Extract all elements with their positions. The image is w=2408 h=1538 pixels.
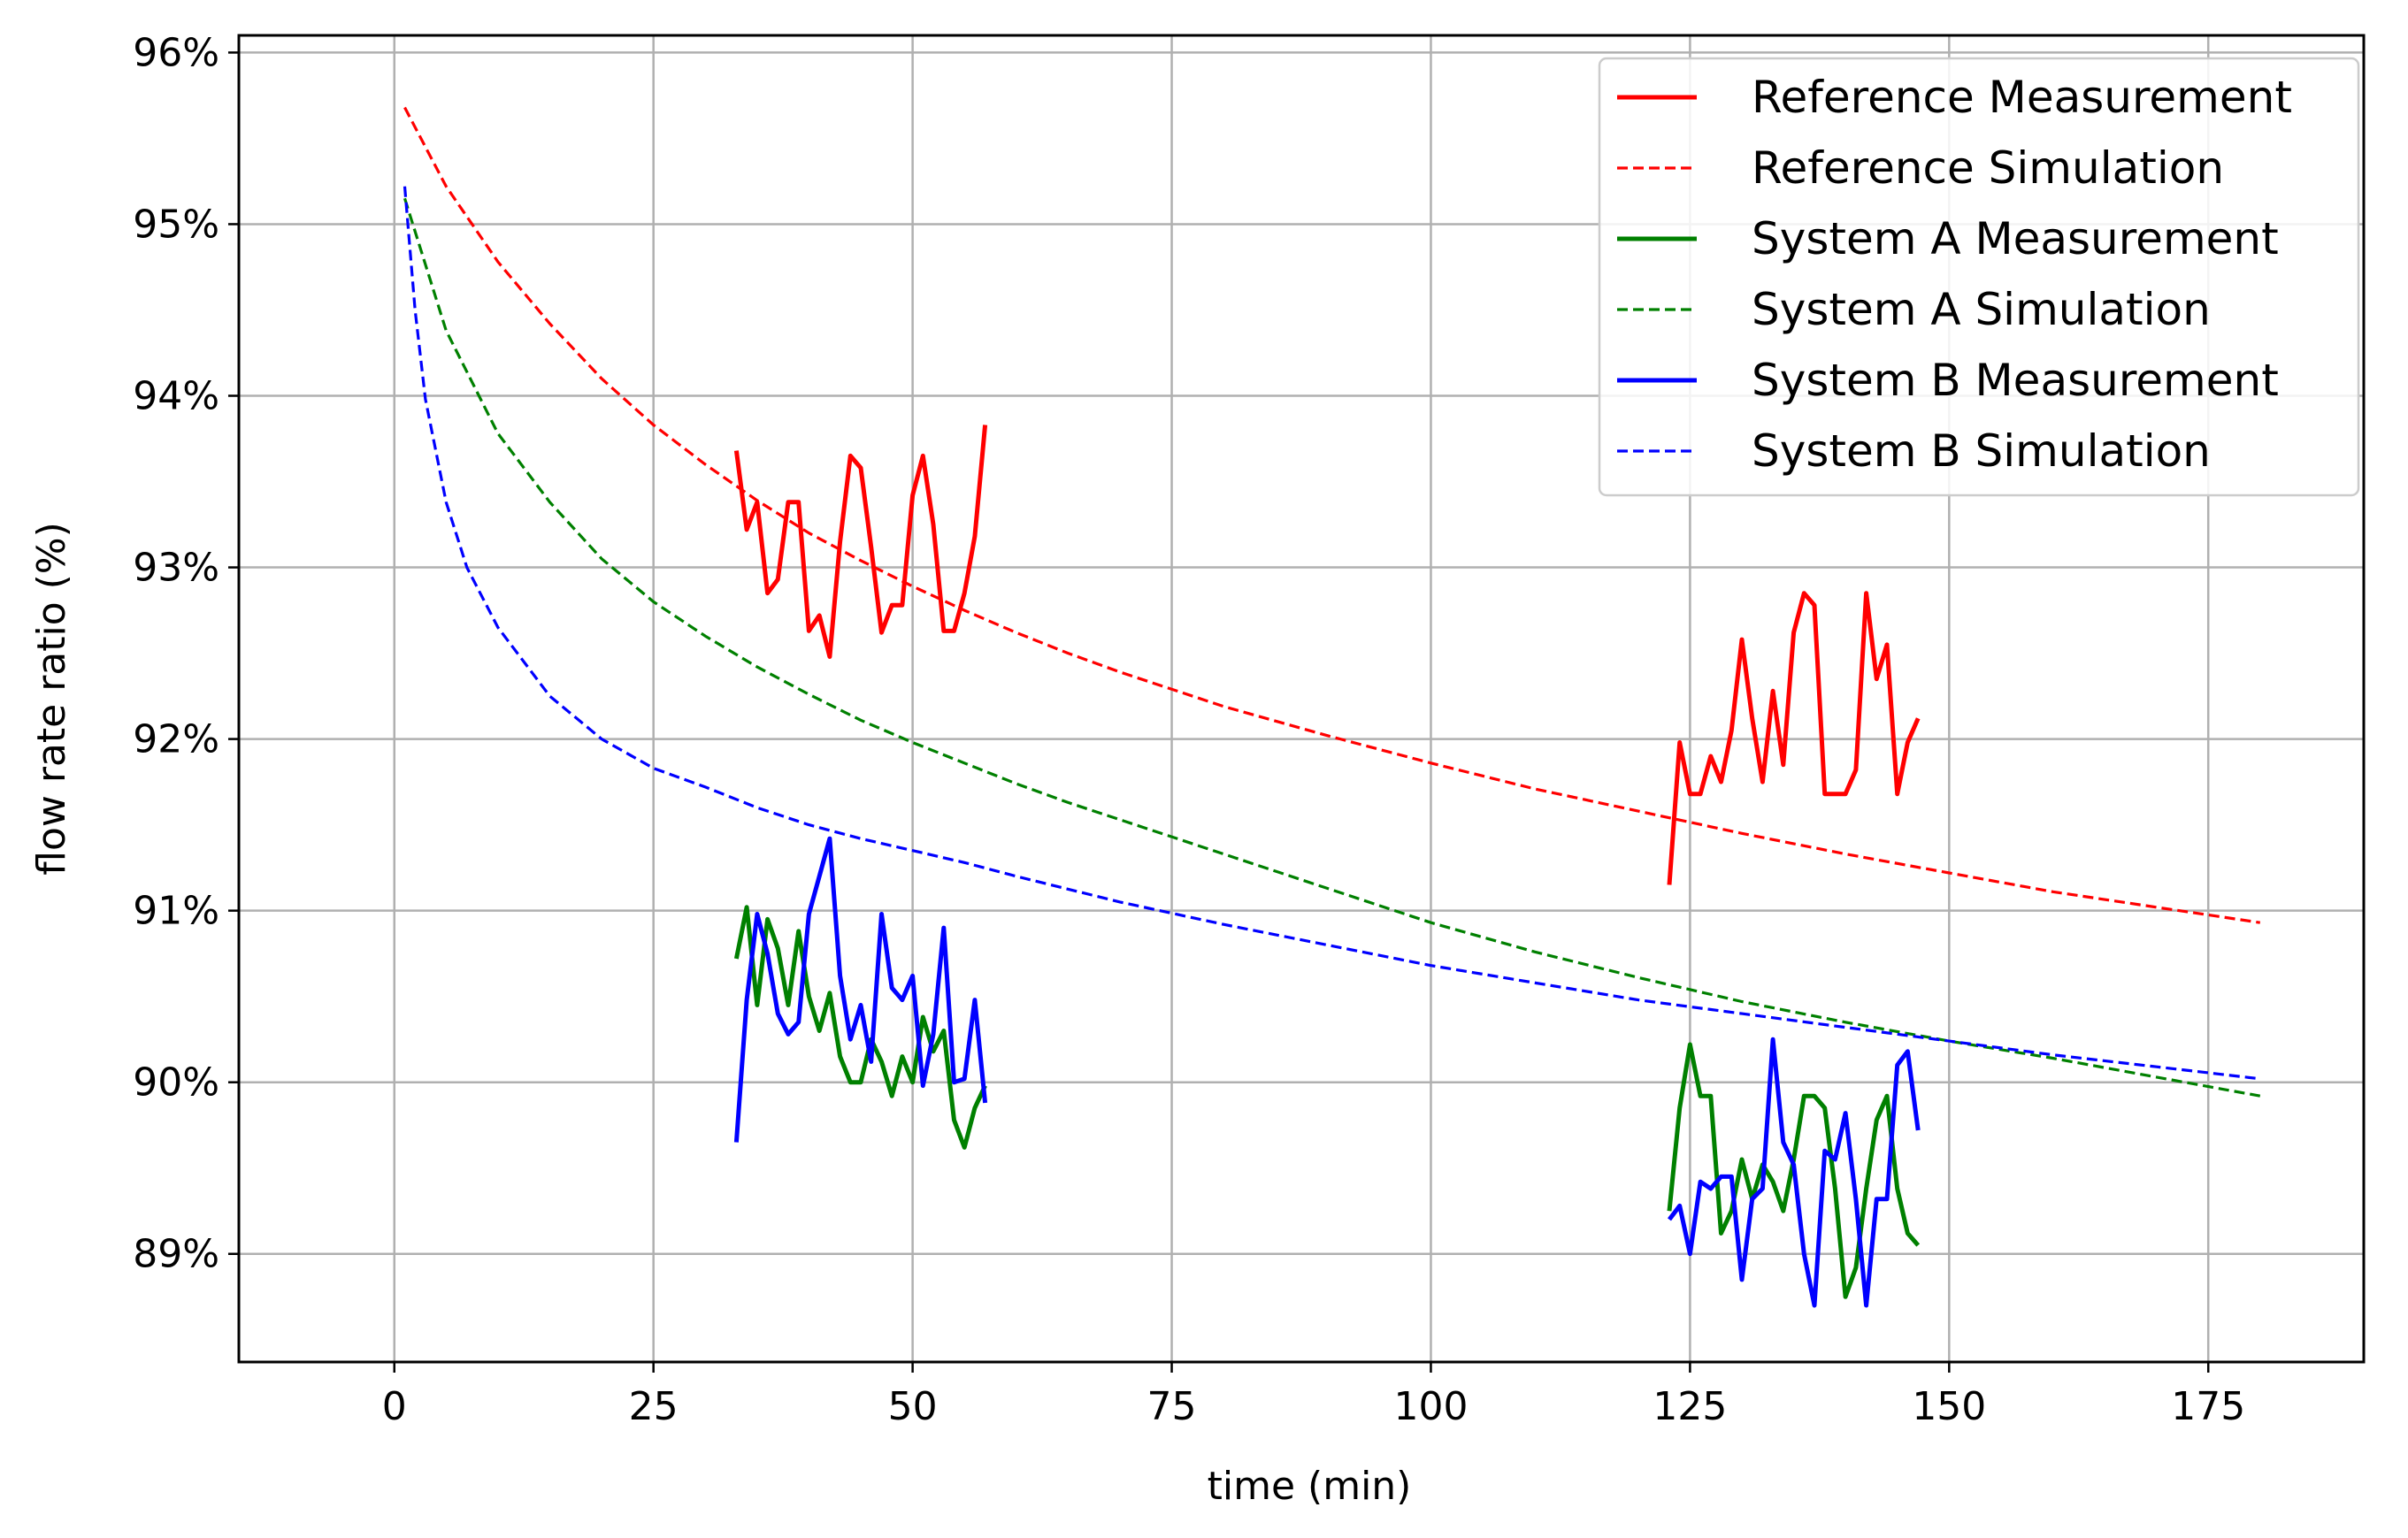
y-tick-label: 94% xyxy=(133,374,219,419)
x-tick-label: 175 xyxy=(2171,1384,2245,1429)
legend-label: Reference Measurement xyxy=(1752,72,2292,123)
reference-measurement-line xyxy=(1667,591,1921,885)
y-axis-label: flow rate ratio (%) xyxy=(29,522,74,876)
x-tick-label: 125 xyxy=(1653,1384,1727,1429)
reference-simulation-line xyxy=(403,106,2261,924)
y-tick-label: 93% xyxy=(133,546,219,591)
legend-label: System B Simulation xyxy=(1752,425,2211,477)
x-axis-label: time (min) xyxy=(1208,1464,1412,1509)
legend-label: System B Measurement xyxy=(1752,355,2279,406)
system-a-measurement-line xyxy=(733,905,987,1150)
plot-frame xyxy=(237,34,2366,1364)
system-b-measurement-line xyxy=(733,836,988,1143)
legend-label: Reference Simulation xyxy=(1752,142,2224,194)
reference-measurement-line xyxy=(733,425,988,659)
x-tick-label: 0 xyxy=(382,1384,407,1429)
x-tick-label: 50 xyxy=(888,1384,938,1429)
y-tick-label: 90% xyxy=(133,1060,219,1106)
y-tick-label: 89% xyxy=(133,1232,219,1277)
y-tick-label: 91% xyxy=(133,889,219,934)
legend-label: System A Simulation xyxy=(1752,284,2211,335)
x-tick-label: 75 xyxy=(1147,1384,1197,1429)
system-b-measurement-line xyxy=(1668,1037,1921,1308)
system-b-simulation-line xyxy=(403,186,2260,1081)
series-layer xyxy=(403,106,2261,1308)
legend: Reference Measurement Reference Simulatio… xyxy=(1598,57,2360,497)
axis-ticks: 0 25 50 75 100 125 150 175 89% 90% 91% 92% 93% 94% 95%… xyxy=(133,30,2245,1429)
y-tick-label: 92% xyxy=(133,717,219,762)
legend-label: System A Measurement xyxy=(1752,213,2279,264)
x-tick-label: 150 xyxy=(1912,1384,1986,1429)
x-tick-label: 25 xyxy=(629,1384,679,1429)
y-tick-label: 96% xyxy=(133,30,219,75)
legend-box xyxy=(1598,57,2360,497)
system-a-simulation-line xyxy=(403,197,2261,1098)
y-tick-label: 95% xyxy=(133,202,219,247)
x-tick-label: 100 xyxy=(1393,1384,1468,1429)
